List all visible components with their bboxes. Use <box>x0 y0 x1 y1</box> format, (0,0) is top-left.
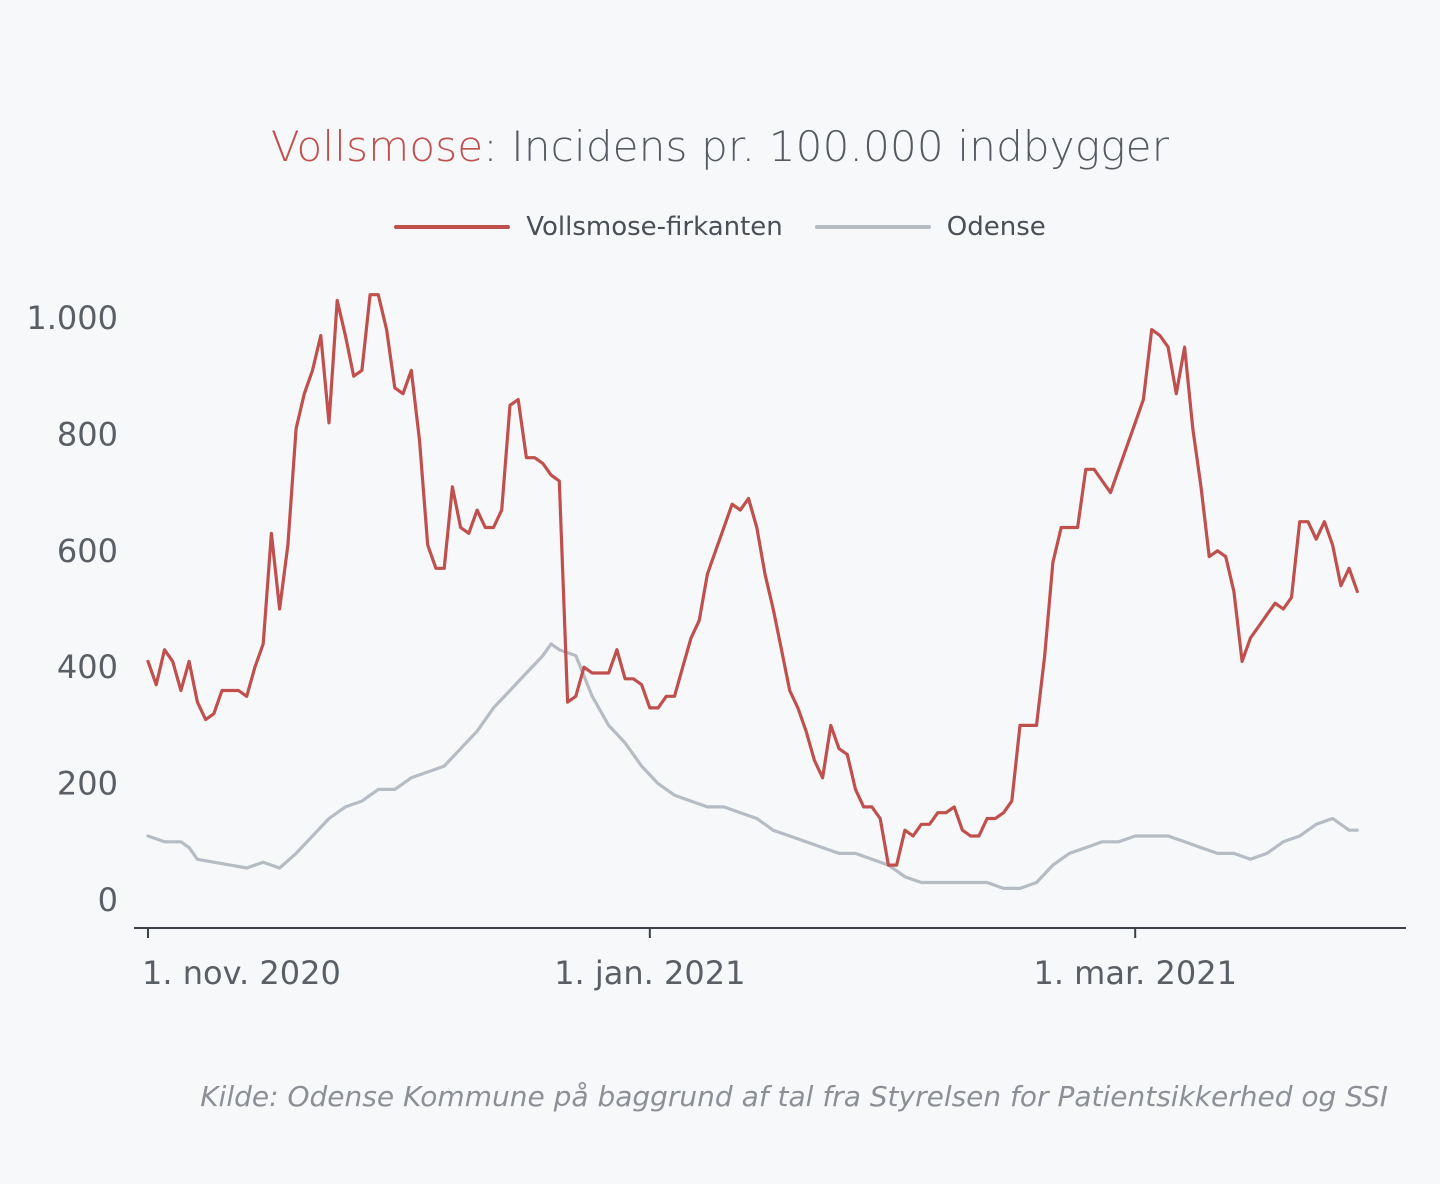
legend-label-vollsmose: Vollsmose-firkanten <box>526 212 783 242</box>
y-tick-label: 400 <box>57 648 118 686</box>
y-tick-label: 200 <box>57 765 118 803</box>
chart-legend: Vollsmose-firkanten Odense <box>0 212 1440 242</box>
y-tick-label: 800 <box>57 415 118 453</box>
series-line-odense <box>146 642 1359 890</box>
source-note: Kilde: Odense Kommune på baggrund af tal… <box>200 1080 1388 1113</box>
x-tick-label: 1. jan. 2021 <box>554 954 745 992</box>
legend-item-vollsmose[interactable]: Vollsmose-firkanten <box>394 212 783 242</box>
chart-title-rest: : Incidens pr. 100.000 indbygger <box>483 122 1170 171</box>
y-tick-label: 600 <box>57 532 118 570</box>
legend-swatch-odense <box>814 225 931 229</box>
x-tick-label: 1. mar. 2021 <box>1033 954 1236 992</box>
x-tick-label: 1. nov. 2020 <box>142 954 341 992</box>
series-line-vollsmose <box>146 293 1359 867</box>
chart-title: Vollsmose: Incidens pr. 100.000 indbygge… <box>0 122 1440 171</box>
legend-swatch-vollsmose <box>394 225 511 229</box>
legend-label-odense: Odense <box>946 212 1046 242</box>
legend-item-odense[interactable]: Odense <box>814 212 1046 242</box>
chart-title-highlight: Vollsmose <box>270 122 484 171</box>
y-tick-label: 1.000 <box>26 299 118 337</box>
y-tick-label: 0 <box>98 881 118 919</box>
